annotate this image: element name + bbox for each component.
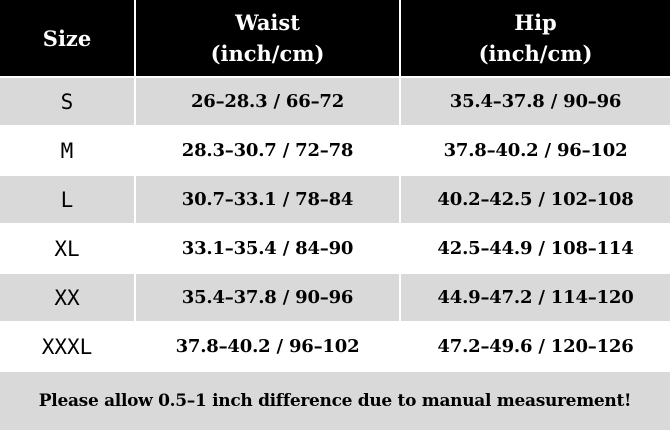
header-hip-title: Hip xyxy=(514,10,557,35)
header-size-label: Size xyxy=(42,25,92,51)
size-cell: L xyxy=(0,176,136,225)
hip-cell: 37.8–40.2 / 96–102 xyxy=(401,127,670,176)
size-cell: M xyxy=(0,127,136,176)
hip-cell: 44.9–47.2 / 114–120 xyxy=(401,274,670,323)
hip-cell: 35.4–37.8 / 90–96 xyxy=(401,78,670,127)
waist-cell: 30.7–33.1 / 78–84 xyxy=(136,176,401,225)
header-waist-unit: (inch/cm) xyxy=(210,41,325,66)
hip-cell: 40.2–42.5 / 102–108 xyxy=(401,176,670,225)
header-waist: Waist (inch/cm) xyxy=(136,0,401,78)
waist-cell: 37.8–40.2 / 96–102 xyxy=(136,323,401,372)
hip-cell: 42.5–44.9 / 108–114 xyxy=(401,225,670,274)
waist-cell: 28.3–30.7 / 72–78 xyxy=(136,127,401,176)
waist-cell: 33.1–35.4 / 84–90 xyxy=(136,225,401,274)
header-hip-unit: (inch/cm) xyxy=(478,41,593,66)
waist-cell: 35.4–37.8 / 90–96 xyxy=(136,274,401,323)
size-cell: XX xyxy=(0,274,136,323)
size-cell: S xyxy=(0,78,136,127)
header-size: Size xyxy=(0,0,136,78)
hip-cell: 47.2–49.6 / 120–126 xyxy=(401,323,670,372)
measurement-note: Please allow 0.5–1 inch difference due t… xyxy=(0,372,670,430)
size-cell: XL xyxy=(0,225,136,274)
header-waist-title: Waist xyxy=(235,10,300,35)
waist-cell: 26–28.3 / 66–72 xyxy=(136,78,401,127)
size-cell: XXXL xyxy=(0,323,136,372)
header-hip: Hip (inch/cm) xyxy=(401,0,670,78)
